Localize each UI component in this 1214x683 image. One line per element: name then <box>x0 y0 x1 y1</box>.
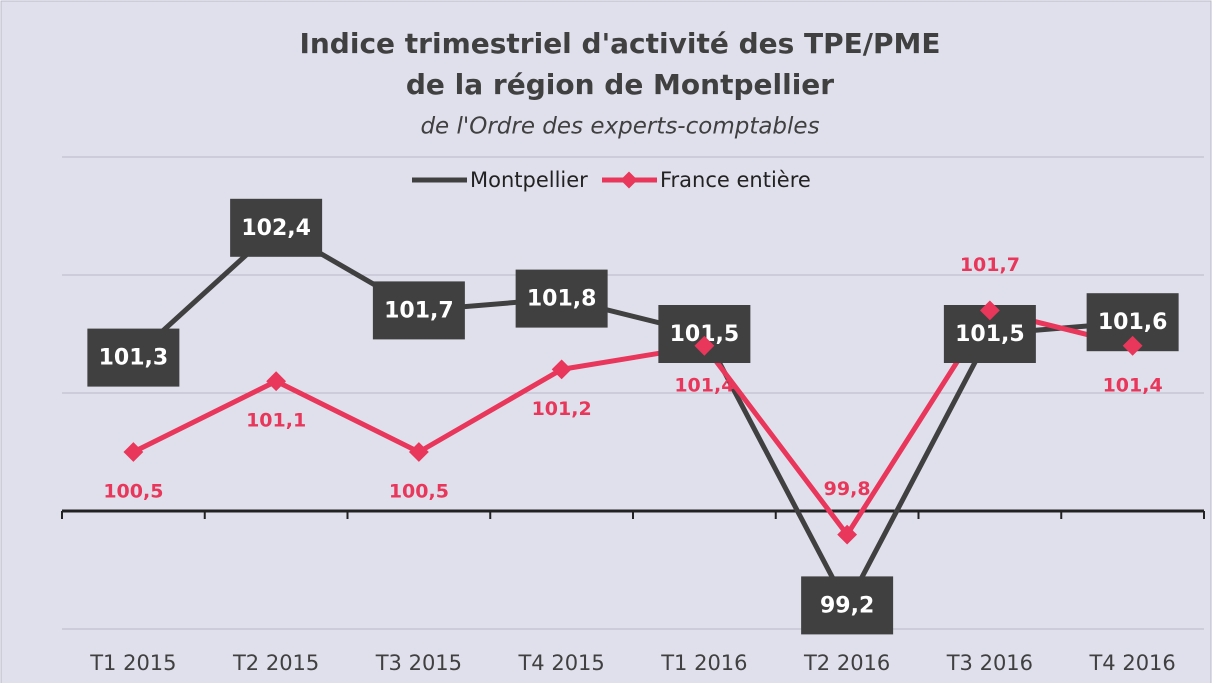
legend-label: Montpellier <box>470 168 588 192</box>
point-marker <box>408 442 429 462</box>
data-label: 101,8 <box>527 287 597 312</box>
point-marker <box>694 335 715 356</box>
data-label: 101,4 <box>1103 374 1163 396</box>
data-label: 100,5 <box>103 481 163 503</box>
data-label: 99,8 <box>824 478 871 500</box>
chart-subtitle: de l'Ordre des experts-comptables <box>420 114 819 140</box>
data-label-box <box>801 576 894 635</box>
data-label: 101,4 <box>674 374 734 396</box>
data-label-box <box>515 269 608 328</box>
data-label: 101,7 <box>384 298 454 323</box>
legend-label: France entière <box>660 168 811 192</box>
point-marker <box>266 371 287 392</box>
legend-marker <box>620 171 638 189</box>
point-marker <box>979 300 1000 321</box>
point-marker <box>551 359 572 380</box>
x-tick-label: T3 2015 <box>375 651 462 675</box>
point-marker <box>837 524 858 545</box>
data-label-box <box>372 281 465 340</box>
point-marker <box>1122 335 1143 356</box>
x-tick-label: T2 2016 <box>803 651 890 675</box>
x-tick-label: T4 2016 <box>1088 651 1175 675</box>
data-label: 99,2 <box>820 593 874 618</box>
data-label: 101,5 <box>955 322 1025 347</box>
data-label: 101,1 <box>246 410 306 432</box>
data-label: 101,3 <box>99 346 169 371</box>
data-label: 101,7 <box>960 254 1020 276</box>
data-label-box <box>87 328 180 387</box>
x-tick-label: T4 2015 <box>517 651 604 675</box>
data-label: 101,6 <box>1098 310 1168 335</box>
x-tick-label: T1 2016 <box>660 651 747 675</box>
chart-title: de la région de Montpellier <box>406 68 834 101</box>
data-label-box <box>230 198 323 257</box>
x-tick-label: T1 2015 <box>89 651 176 675</box>
data-label: 101,2 <box>532 398 592 420</box>
point-marker <box>123 442 144 462</box>
x-tick-label: T3 2016 <box>946 651 1033 675</box>
data-label: 102,4 <box>241 216 311 241</box>
chart-title: Indice trimestriel d'activité des TPE/PM… <box>299 27 940 60</box>
data-label: 100,5 <box>389 481 449 503</box>
x-tick-label: T2 2015 <box>232 651 319 675</box>
